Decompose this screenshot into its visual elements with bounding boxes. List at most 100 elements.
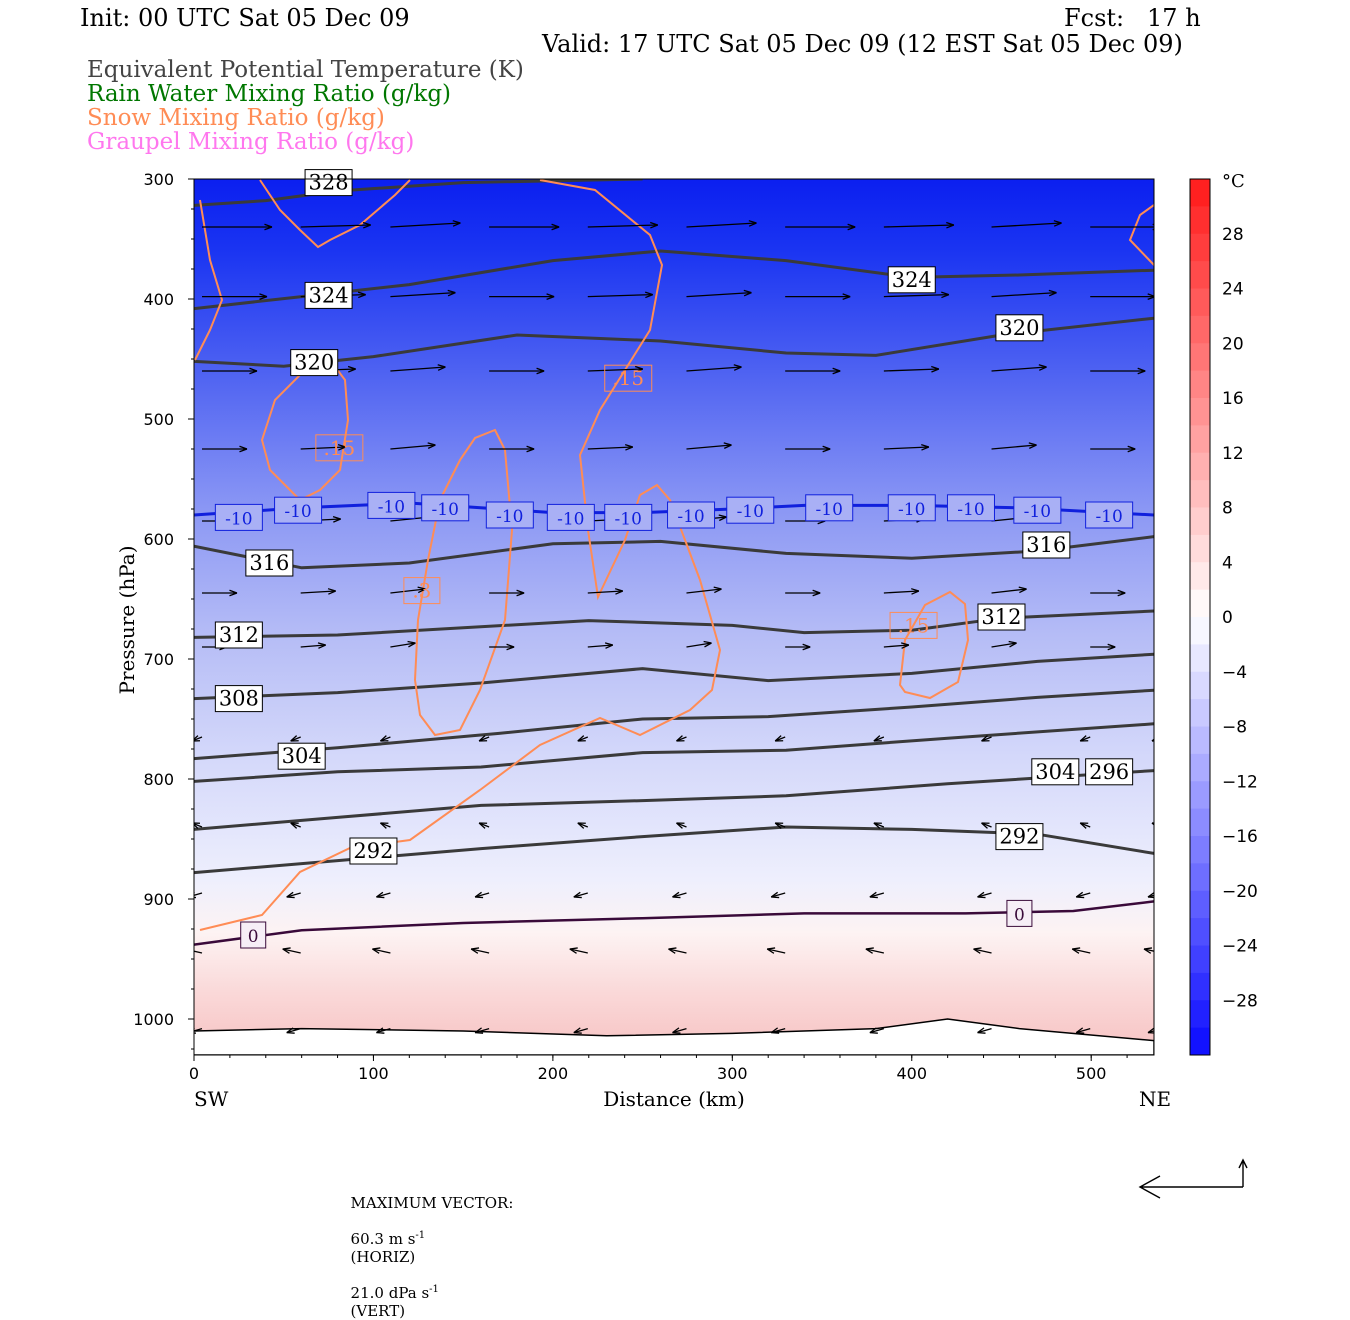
contour-label: 320 bbox=[999, 316, 1039, 340]
colorbar-tick-label: 12 bbox=[1222, 444, 1244, 464]
wind-vector bbox=[991, 366, 1047, 372]
wind-vector-head bbox=[1038, 364, 1047, 371]
wind-vector-head bbox=[941, 291, 950, 299]
wind-vector-head bbox=[604, 642, 614, 649]
contour-label-box bbox=[214, 503, 263, 531]
wind-vector bbox=[977, 892, 992, 898]
colorbar-swatch bbox=[1190, 699, 1210, 727]
wind-vector-head bbox=[1117, 589, 1126, 597]
contour-label: 304 bbox=[282, 744, 322, 768]
colorbar-tick-label: −8 bbox=[1222, 718, 1247, 738]
wind-vector bbox=[390, 291, 456, 298]
colorbar-swatch bbox=[1190, 617, 1210, 645]
wind-vector-head bbox=[634, 365, 644, 373]
wind-vector-head bbox=[774, 822, 784, 829]
wind-vector-head bbox=[1008, 640, 1017, 648]
contour-label-box bbox=[946, 494, 995, 522]
scale-arrows bbox=[1138, 1158, 1248, 1199]
valid-text: Valid: 17 UTC Sat 05 Dec 09 (12 EST Sat … bbox=[542, 30, 1183, 58]
wind-vector bbox=[883, 293, 949, 298]
colorbar-unit: °C bbox=[1222, 171, 1245, 192]
wind-vector-head bbox=[573, 891, 582, 899]
wind-vector-head bbox=[1143, 947, 1153, 954]
wind-vector-head bbox=[713, 586, 722, 594]
colorbar-swatch bbox=[1190, 753, 1210, 782]
contour-label-box bbox=[604, 364, 653, 392]
colorbar-swatch bbox=[1190, 836, 1210, 864]
wind-vector-head bbox=[911, 588, 920, 595]
wind-vector bbox=[991, 291, 1057, 298]
contour-label: -10 bbox=[677, 507, 704, 527]
colorbar-swatch bbox=[1190, 589, 1210, 618]
wind-vector-head bbox=[624, 443, 634, 451]
wind-vector bbox=[587, 644, 613, 648]
wind-vector bbox=[869, 1027, 885, 1034]
wind-vector-head bbox=[474, 891, 484, 899]
wind-vector-head bbox=[417, 586, 426, 594]
wind-vector bbox=[973, 948, 992, 954]
contour-label-box bbox=[726, 496, 775, 524]
wind-vector bbox=[686, 642, 712, 648]
contour-label: -10 bbox=[737, 502, 764, 522]
colorbar-swatch bbox=[1190, 398, 1210, 426]
wind-vector bbox=[686, 222, 757, 228]
colorbar-swatch bbox=[1190, 534, 1210, 563]
y-tick-label: 600 bbox=[143, 530, 174, 549]
contour-label: 296 bbox=[1089, 760, 1129, 784]
colorbar-swatch bbox=[1190, 452, 1210, 481]
wind-vector-head bbox=[1107, 643, 1116, 651]
wind-vector-head bbox=[865, 947, 874, 954]
y-tick-label: 900 bbox=[143, 890, 174, 909]
wind-vector-head bbox=[427, 442, 436, 449]
wind-vector bbox=[1076, 1027, 1091, 1034]
colorbar-swatch bbox=[1190, 343, 1210, 372]
contour-label-box bbox=[485, 501, 534, 529]
wind-vector-head bbox=[327, 588, 336, 595]
colorbar-tick-label: 28 bbox=[1222, 225, 1244, 245]
contour-label: 324 bbox=[309, 283, 349, 307]
wind-vector-head bbox=[337, 443, 346, 451]
wind-vector bbox=[672, 892, 687, 898]
wind-vector bbox=[300, 446, 346, 450]
wind-vector bbox=[883, 368, 939, 372]
wind-vector bbox=[474, 892, 490, 898]
colorbar-swatch bbox=[1190, 562, 1210, 591]
wind-vector-head bbox=[282, 947, 291, 954]
wind-vector bbox=[573, 1027, 588, 1034]
wind-vector-head bbox=[946, 221, 955, 229]
wind-vector-head bbox=[873, 822, 882, 829]
wind-vector-head bbox=[973, 947, 982, 954]
colorbar-swatch bbox=[1190, 1027, 1210, 1056]
wind-vector-head bbox=[194, 891, 197, 899]
init-text: Init: 00 UTC Sat 05 Dec 09 bbox=[80, 4, 410, 32]
wind-vector-head bbox=[1079, 822, 1089, 829]
wind-vector-head bbox=[1071, 947, 1081, 954]
wind-vector bbox=[1072, 948, 1091, 954]
wind-vector-head bbox=[259, 293, 268, 300]
wind-vector-head bbox=[847, 223, 856, 231]
wind-vector-head bbox=[286, 891, 295, 899]
contour-label-box bbox=[349, 837, 398, 865]
colorbar-tick-label: −20 bbox=[1222, 882, 1258, 902]
wind-vector-head bbox=[1079, 735, 1089, 742]
theta-e-contour-300 bbox=[194, 722, 1154, 783]
wind-vector-head bbox=[286, 1027, 295, 1034]
wind-vector bbox=[300, 590, 336, 594]
snow-contour-left bbox=[199, 179, 722, 931]
colorbar-swatch bbox=[1190, 808, 1210, 837]
wind-vector-head bbox=[577, 822, 586, 829]
wind-vector bbox=[1147, 1030, 1154, 1034]
wind-vector-head bbox=[1179, 643, 1187, 648]
wind-vector bbox=[573, 892, 588, 898]
max-vector-vert: 21.0 dPa s bbox=[350, 1284, 430, 1302]
contour-label-box bbox=[977, 603, 1026, 631]
contour-label-box bbox=[274, 496, 323, 524]
wind-vector bbox=[194, 1027, 203, 1032]
colorbar-tick-label: 16 bbox=[1222, 389, 1244, 409]
colorbar-swatch bbox=[1190, 507, 1210, 536]
wind-vector-head bbox=[822, 445, 831, 453]
wind-vector-head bbox=[229, 589, 238, 597]
contour-label-box bbox=[667, 501, 716, 529]
colorbar-swatch bbox=[1190, 890, 1210, 919]
wind-vector-head bbox=[614, 588, 624, 595]
